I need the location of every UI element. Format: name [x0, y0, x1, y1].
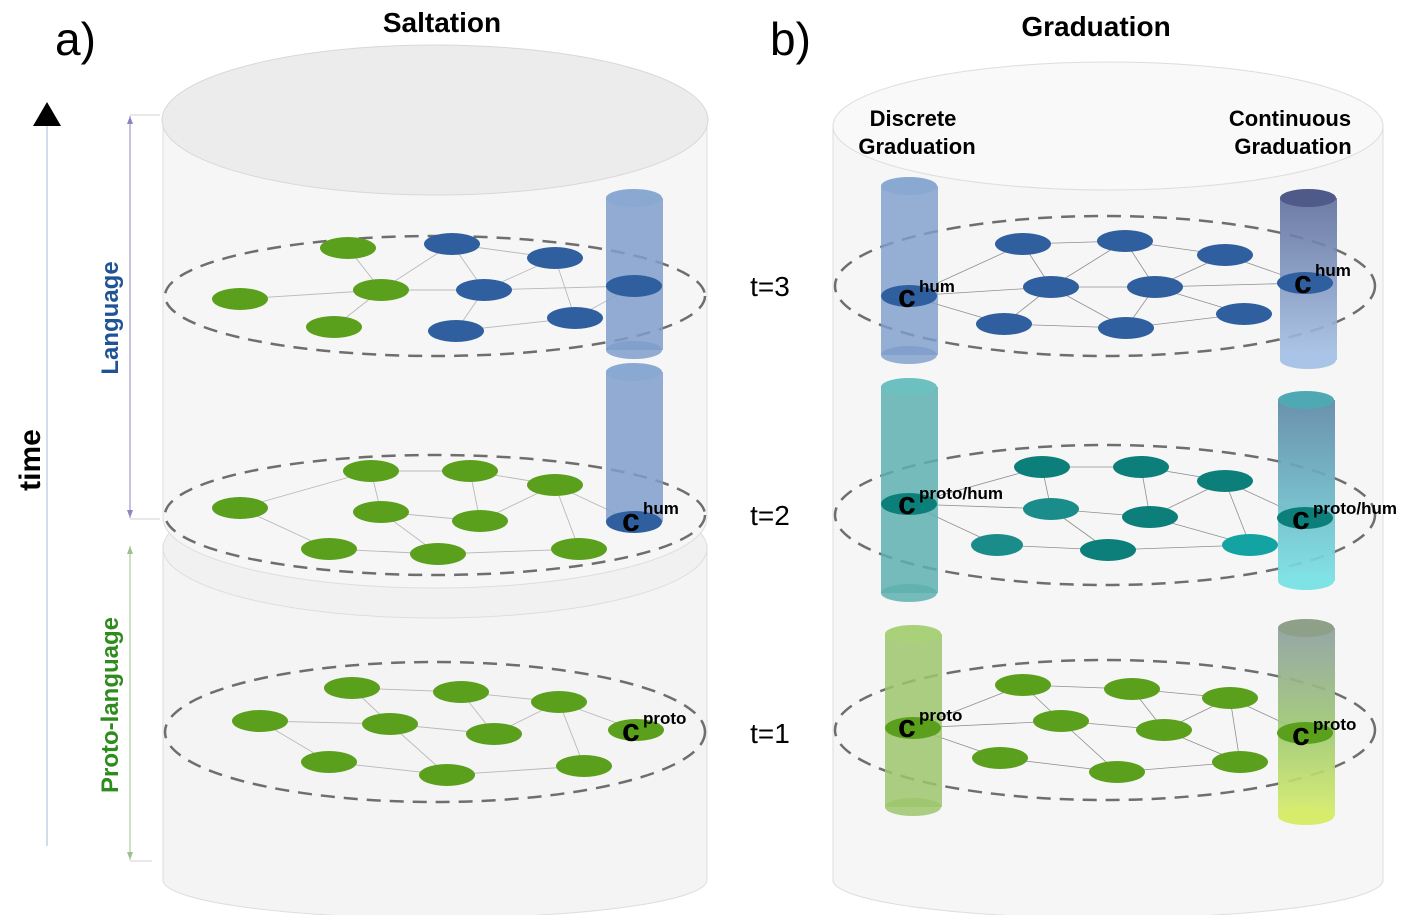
panel-b-layer-t2: c proto/hum c proto/hum: [833, 378, 1397, 602]
c-protohum-b-cont-sup: proto/hum: [1313, 499, 1397, 518]
c-proto-b-cont-base: c: [1292, 716, 1310, 752]
time-step-1: t=1: [750, 718, 790, 749]
panel-a-layer-t3: [163, 189, 707, 359]
c-proto-a-base: c: [622, 712, 640, 748]
phase-brackets: Language Proto-language: [97, 114, 160, 862]
c-hum-b-cont-sup: hum: [1315, 261, 1351, 280]
discrete-label-line2: Graduation: [858, 134, 975, 159]
up-arrow-icon: [33, 102, 61, 126]
c-proto-b-cont-sup: proto: [1313, 715, 1356, 734]
c-proto-b-disc-sup: proto: [919, 706, 962, 725]
panel-a-layer-t2: c hum: [163, 363, 707, 577]
continuous-label-line1: Continuous: [1229, 106, 1351, 131]
discrete-label-line1: Discrete: [870, 106, 957, 131]
c-hum-b-cont-base: c: [1294, 264, 1312, 300]
panel-a-title: Saltation: [383, 7, 501, 38]
c-protohum-b-disc-base: c: [898, 485, 916, 521]
c-hum-b-disc-base: c: [898, 278, 916, 314]
c-protohum-b-disc-sup: proto/hum: [919, 484, 1003, 503]
time-axis-label: time: [14, 429, 47, 491]
panel-b-layer-t3: c hum c hum: [833, 177, 1377, 369]
c-hum-a-base: c: [622, 502, 640, 538]
panel-a-label: a): [55, 13, 96, 65]
c-hum-b-disc-sup: hum: [919, 277, 955, 296]
time-step-2: t=2: [750, 500, 790, 531]
c-proto-a-sup: proto: [643, 709, 686, 728]
panel-b-layer-t1: c proto c proto: [833, 619, 1377, 825]
c-protohum-b-cont-base: c: [1292, 500, 1310, 536]
c-proto-b-disc-base: c: [898, 708, 916, 744]
protolanguage-label: Proto-language: [97, 617, 124, 793]
language-label: Language: [97, 261, 124, 374]
panel-b-label: b): [770, 13, 811, 65]
panel-b-title: Graduation: [1021, 11, 1170, 42]
panel-a-layer-t1: c proto: [163, 660, 707, 804]
continuous-label-line2: Graduation: [1234, 134, 1351, 159]
time-axis: time: [14, 102, 61, 846]
time-step-3: t=3: [750, 271, 790, 302]
c-hum-a-sup: hum: [643, 499, 679, 518]
